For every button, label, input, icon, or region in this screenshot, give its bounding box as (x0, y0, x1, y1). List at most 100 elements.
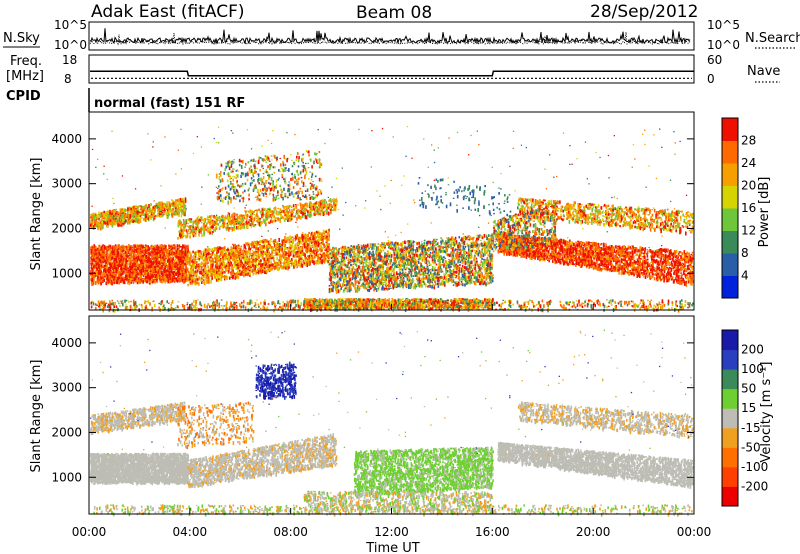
range-gate-cell (90, 256, 93, 260)
range-gate-cell (124, 247, 127, 252)
range-gate-cell (99, 263, 102, 266)
nave-label: Nave (747, 64, 780, 79)
range-gate-cell (221, 248, 224, 253)
range-gate-cell (189, 263, 192, 267)
range-gate-cell (182, 255, 184, 259)
range-gate-cell (244, 247, 247, 250)
range-gate-cell (171, 277, 174, 280)
range-gate-cell (162, 261, 164, 266)
range-gate-cell (246, 252, 248, 257)
range-gate-cell (211, 248, 214, 252)
range-gate-cell (130, 278, 132, 283)
range-gate-cell (271, 251, 273, 254)
range-gate-cell (120, 245, 122, 248)
range-gate-cell (223, 263, 225, 267)
range-gate-cell (300, 253, 302, 258)
range-gate-cell (254, 245, 257, 247)
range-gate-cell (313, 261, 315, 266)
range-gate-cell (235, 265, 238, 270)
range-gate-cell (173, 278, 176, 282)
range-gate-cell (98, 274, 100, 278)
range-gate-cell (115, 276, 117, 280)
range-gate-cell (226, 258, 229, 260)
range-gate-cell (288, 253, 291, 257)
range-gate-cell (90, 267, 93, 269)
range-gate-cell (147, 251, 149, 255)
range-gate-cell (161, 280, 164, 283)
range-gate-cell (202, 280, 205, 284)
range-gate-cell (134, 258, 136, 262)
range-gate-cell (281, 247, 283, 251)
range-gate-cell (170, 245, 172, 248)
range-gate-cell (133, 250, 136, 253)
range-gate-cell (310, 239, 313, 241)
range-gate-cell (195, 265, 197, 270)
range-gate-cell (144, 270, 146, 272)
range-gate-cell (137, 267, 139, 271)
range-gate-cell (90, 263, 92, 265)
range-gate-cell (317, 230, 320, 233)
range-gate-cell (189, 272, 192, 274)
range-gate-cell (198, 263, 200, 267)
range-gate-cell (133, 270, 136, 273)
range-gate-cell (171, 259, 174, 263)
range-gate-cell (317, 239, 319, 243)
range-gate-cell (133, 275, 136, 280)
range-gate-cell (175, 256, 177, 258)
range-gate-cell (262, 250, 265, 253)
range-gate-cell (96, 264, 99, 268)
range-gate-cell (262, 241, 264, 244)
range-gate-cell (322, 247, 324, 250)
range-gate-cell (165, 254, 167, 257)
range-gate-cell (265, 251, 267, 253)
range-gate-cell (93, 259, 95, 262)
range-gate-cell (283, 245, 285, 248)
range-gate-cell (108, 247, 111, 250)
range-gate-cell (170, 258, 172, 260)
range-gate-cell (105, 281, 108, 286)
range-gate-cell (164, 251, 166, 253)
range-gate-cell (259, 259, 262, 263)
range-gate-cell (170, 273, 172, 275)
range-gate-cell (169, 254, 171, 257)
range-gate-cell (156, 260, 158, 265)
range-gate-cell (243, 268, 245, 271)
range-gate-cell (157, 210, 159, 212)
range-gate-cell (108, 263, 111, 266)
range-gate-cell (325, 230, 327, 233)
range-gate-cell (216, 255, 219, 259)
range-gate-cell (211, 254, 214, 256)
range-gate-cell (144, 279, 146, 281)
range-gate-cell (193, 281, 196, 283)
range-gate-cell (261, 249, 264, 252)
range-gate-cell (171, 253, 174, 257)
range-gate-cell (91, 279, 94, 282)
range-gate-cell (221, 272, 224, 277)
range-gate-cell (189, 250, 191, 255)
range-gate-cell (174, 259, 176, 261)
range-gate-cell (184, 279, 186, 283)
range-gate-cell (210, 261, 212, 264)
range-gate-cell (210, 270, 212, 274)
range-gate-cell (278, 247, 280, 250)
range-gate-cell (234, 244, 236, 247)
range-gate-cell (227, 270, 229, 272)
range-gate-cell (148, 261, 151, 263)
range-gate-cell (117, 268, 120, 273)
range-gate-cell (185, 275, 188, 279)
range-gate-cell (290, 245, 292, 248)
range-gate-cell (153, 279, 155, 283)
range-gate-cell (185, 273, 187, 275)
range-gate-cell (278, 238, 280, 242)
range-gate-cell (105, 275, 108, 280)
range-gate-cell (177, 263, 179, 266)
range-gate-cell (307, 243, 309, 247)
freq-left-tick-bottom: 8 (64, 72, 72, 86)
range-gate-cell (91, 254, 93, 257)
range-gate-cell (210, 256, 212, 258)
range-gate-cell (270, 257, 272, 260)
range-gate-cell (104, 266, 107, 269)
range-gate-cell (130, 260, 133, 264)
range-gate-cell (112, 263, 114, 267)
range-gate-cell (163, 245, 165, 249)
